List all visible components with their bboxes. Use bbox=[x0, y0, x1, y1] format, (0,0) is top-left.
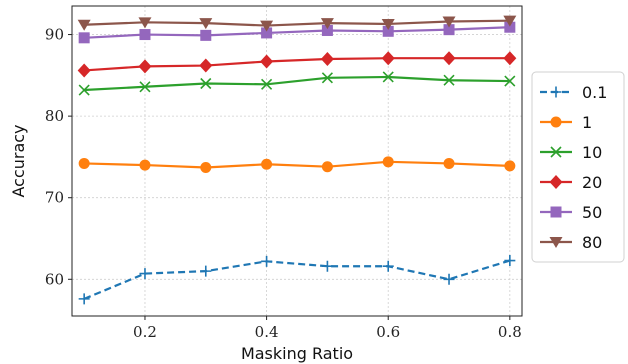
series-1 bbox=[78, 156, 516, 174]
data-point bbox=[138, 59, 152, 74]
data-point bbox=[382, 71, 394, 83]
series-20 bbox=[77, 51, 517, 78]
legend-label: 10 bbox=[582, 143, 602, 162]
data-point bbox=[382, 25, 394, 37]
data-point bbox=[504, 160, 516, 172]
x-tick-label: 0.4 bbox=[255, 323, 279, 341]
y-tick-label: 90 bbox=[45, 26, 64, 44]
legend-marker bbox=[550, 86, 562, 98]
legend-item: 1 bbox=[540, 113, 592, 132]
legend-item: 50 bbox=[540, 203, 602, 222]
legend: 0.1 1 10 20 50 80 bbox=[531, 71, 625, 263]
y-tick-label: 70 bbox=[45, 189, 64, 207]
plot-frame bbox=[71, 5, 523, 317]
data-point bbox=[504, 255, 516, 267]
data-point bbox=[503, 15, 517, 27]
legend-label: 0.1 bbox=[582, 83, 607, 102]
data-point bbox=[443, 24, 455, 36]
data-point bbox=[139, 268, 151, 280]
data-point bbox=[382, 260, 394, 272]
data-point bbox=[260, 20, 274, 32]
data-point bbox=[261, 255, 273, 267]
y-tick-label: 80 bbox=[45, 107, 64, 125]
data-point bbox=[260, 54, 274, 69]
series-10 bbox=[78, 71, 516, 96]
data-point bbox=[443, 273, 455, 285]
series-line bbox=[84, 57, 510, 72]
y-axis-label: Accuracy bbox=[9, 124, 28, 197]
legend-item: 20 bbox=[540, 173, 602, 192]
series-line bbox=[84, 19, 510, 27]
y-tick-label: 60 bbox=[45, 270, 64, 288]
data-point bbox=[199, 18, 213, 30]
data-point bbox=[199, 58, 213, 73]
data-point bbox=[504, 21, 516, 33]
x-axis-label: Masking Ratio bbox=[241, 344, 353, 363]
legend-label: 1 bbox=[582, 113, 592, 132]
data-point bbox=[78, 84, 90, 96]
axis-ticks: 0.2 0.4 0.6 0.8 60 70 80 90 bbox=[45, 26, 522, 341]
x-tick-label: 0.8 bbox=[498, 323, 522, 341]
series-50 bbox=[78, 21, 516, 44]
series-line bbox=[84, 26, 510, 39]
series-layer bbox=[77, 15, 517, 305]
legend-marker bbox=[550, 146, 562, 158]
legend-item: 80 bbox=[540, 233, 602, 252]
data-point bbox=[320, 52, 334, 67]
data-point bbox=[503, 51, 517, 66]
legend-item: 0.1 bbox=[540, 83, 607, 102]
data-point bbox=[382, 156, 394, 168]
data-point bbox=[138, 17, 152, 29]
data-point bbox=[443, 74, 455, 86]
data-point bbox=[261, 158, 273, 170]
legend-marker bbox=[549, 237, 563, 248]
data-point bbox=[77, 63, 91, 78]
series-line bbox=[84, 75, 510, 92]
data-point bbox=[504, 75, 516, 87]
data-point bbox=[442, 51, 456, 66]
data-point bbox=[442, 16, 456, 28]
data-point bbox=[320, 18, 334, 30]
data-point bbox=[77, 19, 91, 31]
data-point bbox=[321, 161, 333, 173]
data-point bbox=[381, 18, 395, 30]
legend-box bbox=[531, 71, 625, 263]
legend-marker bbox=[550, 206, 562, 218]
legend-label: 20 bbox=[582, 173, 602, 192]
data-point bbox=[139, 29, 151, 41]
legend-marker bbox=[549, 175, 563, 189]
series-0-1 bbox=[78, 255, 516, 305]
data-point bbox=[321, 24, 333, 36]
data-point bbox=[321, 260, 333, 272]
series-80 bbox=[77, 15, 517, 32]
legend-label: 80 bbox=[582, 233, 602, 252]
legend-item: 10 bbox=[540, 143, 602, 162]
data-point bbox=[200, 29, 212, 41]
series-line bbox=[84, 160, 510, 169]
grid bbox=[72, 6, 522, 316]
data-point bbox=[139, 81, 151, 93]
data-point bbox=[78, 157, 90, 169]
data-point bbox=[200, 162, 212, 174]
data-point bbox=[139, 159, 151, 171]
x-tick-label: 0.2 bbox=[133, 323, 157, 341]
data-point bbox=[443, 157, 455, 169]
data-point bbox=[78, 32, 90, 44]
legend-label: 50 bbox=[582, 203, 602, 222]
data-point bbox=[78, 293, 90, 305]
data-point bbox=[200, 77, 212, 90]
x-tick-label: 0.6 bbox=[376, 323, 400, 341]
data-point bbox=[261, 27, 273, 39]
legend-marker bbox=[550, 116, 562, 128]
data-point bbox=[321, 72, 333, 84]
data-point bbox=[261, 78, 273, 90]
data-point bbox=[200, 265, 212, 277]
data-point bbox=[381, 51, 395, 66]
